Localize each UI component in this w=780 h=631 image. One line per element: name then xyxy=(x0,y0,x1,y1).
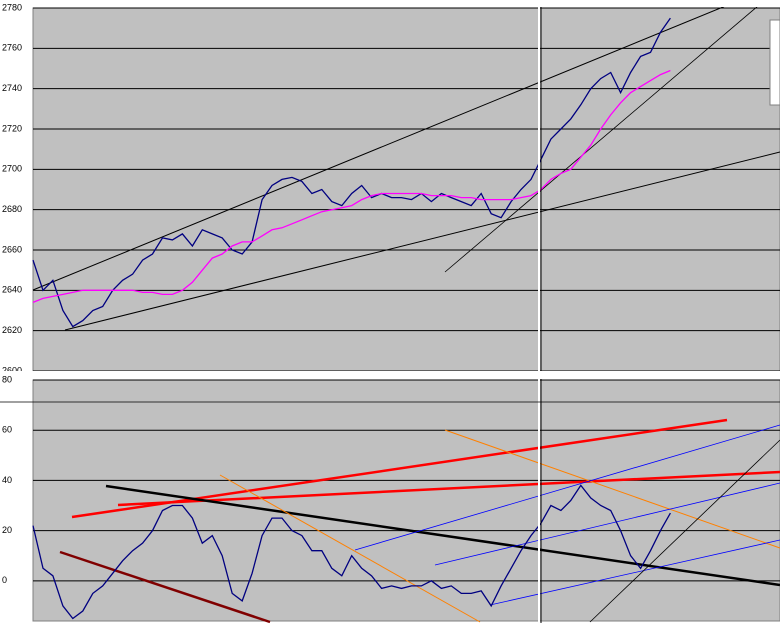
y-tick-label: 2660 xyxy=(2,244,22,254)
trend-line xyxy=(117,470,780,507)
bottom-panel: 0 20 40 60 80 xyxy=(0,371,780,626)
top-panel: 2600 2620 2640 2660 2680 2700 2720 2740 2760 2780 xyxy=(2,0,780,375)
series-line xyxy=(32,484,671,620)
trend-line xyxy=(59,550,271,624)
window-fragment xyxy=(769,19,780,106)
series-line xyxy=(32,17,671,328)
trend-line xyxy=(444,429,780,549)
trend-line xyxy=(219,474,481,623)
y-tick-label: 2600 xyxy=(2,365,22,375)
y-tick-label: 2640 xyxy=(2,285,22,295)
trend-line xyxy=(64,151,780,331)
trend-line xyxy=(105,484,780,587)
y-tick-label: 80 xyxy=(2,374,12,384)
y-tick-label: 2780 xyxy=(2,2,22,12)
trend-line xyxy=(444,0,766,273)
trend-line xyxy=(32,0,741,291)
y-tick-label: 2740 xyxy=(2,83,22,93)
window-edge xyxy=(539,0,780,7)
plot-area xyxy=(32,379,780,622)
y-tick-label: 60 xyxy=(2,425,12,435)
trend-line xyxy=(354,424,780,551)
trend-line xyxy=(589,439,780,623)
y-tick-label: 2720 xyxy=(2,123,22,133)
y-tick-label: 2680 xyxy=(2,204,22,214)
trend-line xyxy=(434,482,780,566)
window-edge xyxy=(539,372,780,379)
series-line xyxy=(32,69,671,304)
y-tick-label: 40 xyxy=(2,475,12,485)
y-tick-label: 2700 xyxy=(2,164,22,174)
y-tick-label: 20 xyxy=(2,525,12,535)
y-tick-label: 0 xyxy=(2,575,7,585)
y-tick-label: 2620 xyxy=(2,325,22,335)
plot-area xyxy=(32,7,780,372)
y-tick-label: 2760 xyxy=(2,43,22,53)
